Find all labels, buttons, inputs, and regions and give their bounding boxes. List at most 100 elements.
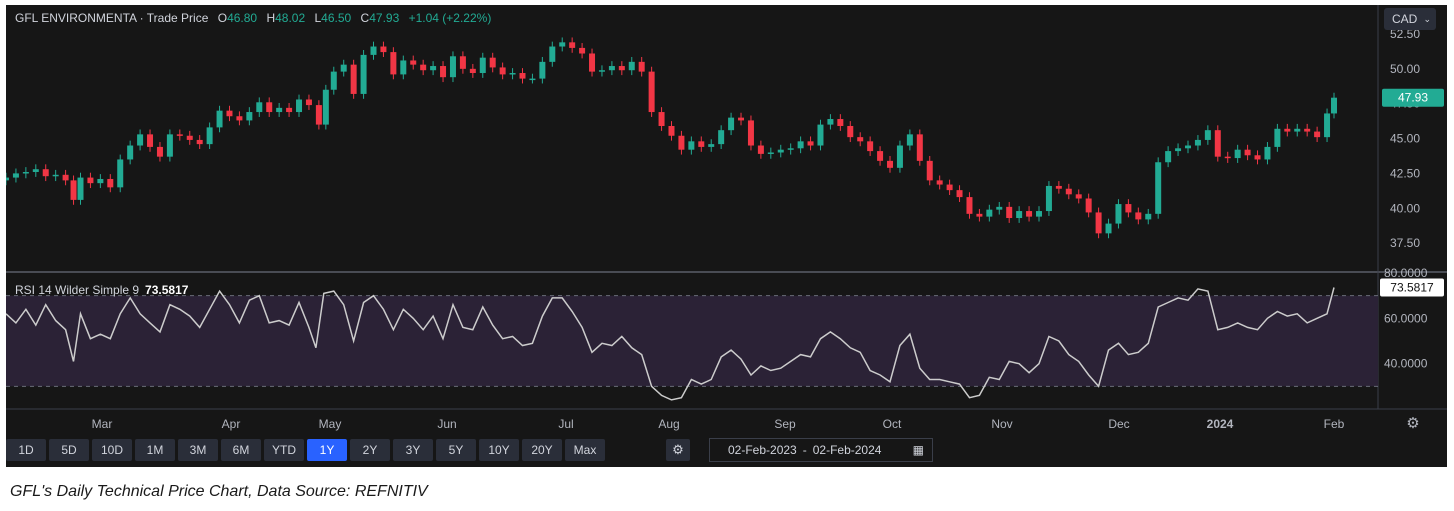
timeframe-button-3y[interactable]: 3Y: [393, 439, 433, 461]
candle-body: [186, 135, 193, 140]
time-tick-label: Nov: [991, 417, 1012, 431]
candle-body: [1175, 148, 1182, 152]
candle-body: [6, 177, 9, 181]
candle-body: [906, 134, 913, 146]
time-tick-label: Jul: [558, 417, 573, 431]
candle-body: [1165, 151, 1172, 163]
timeframe-button-6m[interactable]: 6M: [221, 439, 261, 461]
candle-body: [1145, 213, 1152, 220]
candle-body: [147, 134, 154, 147]
candle-body: [688, 141, 695, 150]
timeframe-bar: 1D 5D 10D 1M 3M 6M YTD 1Y 2Y 3Y 5Y 10Y 20Y Max: [6, 439, 605, 463]
price-tick-label: 37.50: [1390, 236, 1420, 250]
timeframe-button-max[interactable]: Max: [565, 439, 605, 461]
currency-label: CAD: [1392, 12, 1418, 26]
candle-body: [549, 46, 556, 62]
candle-body: [926, 160, 933, 181]
last-price-label: 47.93: [1398, 91, 1428, 105]
timeframe-button-10y[interactable]: 10Y: [479, 439, 519, 461]
time-tick-label: Apr: [222, 417, 241, 431]
candle-body: [887, 160, 894, 168]
candle-body: [400, 60, 407, 75]
candle-body: [847, 125, 854, 138]
candle-body: [787, 148, 794, 150]
candle-body: [1065, 188, 1072, 195]
candle-body: [658, 112, 665, 126]
timeframe-button-1y[interactable]: 1Y: [307, 439, 347, 461]
candle-body: [738, 117, 745, 121]
candle-body: [236, 116, 243, 121]
candle-body: [196, 139, 203, 145]
candle-body: [539, 61, 546, 79]
timeframe-button-20y[interactable]: 20Y: [522, 439, 562, 461]
time-tick-label: 2024: [1207, 417, 1234, 431]
candle-body: [1135, 212, 1142, 220]
chart-svg: 52.5050.0047.5045.0042.5040.0037.5080.00…: [6, 5, 1447, 431]
candle-body: [509, 73, 516, 75]
candle-body: [827, 119, 834, 125]
candle-body: [936, 180, 943, 185]
gear-icon[interactable]: ⚙: [666, 439, 690, 461]
date-range-picker[interactable]: 02-Feb-2023-02-Feb-2024 ▦: [709, 438, 933, 462]
low-label: L: [314, 11, 322, 25]
timeframe-button-2y[interactable]: 2Y: [350, 439, 390, 461]
candle-body: [1055, 185, 1062, 189]
candle-body: [340, 64, 347, 72]
open-value: 46.80: [227, 11, 258, 25]
candle-body: [315, 105, 322, 125]
timeframe-button-5d[interactable]: 5D: [49, 439, 89, 461]
candle-body: [420, 64, 427, 71]
candle-body: [266, 102, 273, 113]
low-value: 46.50: [321, 11, 352, 25]
timeframe-button-1m[interactable]: 1M: [135, 439, 175, 461]
candle-body: [598, 70, 605, 72]
candle-body: [1314, 131, 1321, 138]
candle-body: [807, 141, 814, 146]
candle-body: [1045, 185, 1052, 212]
candle-body: [1274, 128, 1281, 147]
candle-body: [1184, 145, 1191, 149]
instrument-title: GFL ENVIRONMENTA · Trade Price: [15, 11, 209, 25]
candle-body: [410, 60, 417, 65]
candle-body: [1284, 128, 1291, 132]
candle-body: [286, 107, 293, 113]
candle-body: [916, 134, 923, 161]
rsi-line: [6, 287, 1335, 401]
candle-body: [1234, 149, 1241, 159]
candle-body: [430, 66, 437, 71]
date-from: 02-Feb-2023: [728, 443, 797, 457]
candle-body: [166, 134, 173, 157]
candle-body: [996, 206, 1003, 210]
candle-body: [449, 56, 456, 78]
currency-selector[interactable]: CAD ⌄: [1384, 8, 1436, 30]
timeframe-button-5y[interactable]: 5Y: [436, 439, 476, 461]
candle-body: [519, 73, 526, 79]
candle-body: [370, 46, 377, 55]
last-price-box: [1382, 88, 1444, 107]
candle-body: [698, 141, 705, 147]
candle-body: [1016, 211, 1023, 219]
time-tick-label: Feb: [1324, 417, 1345, 431]
price-tick-label: 45.00: [1390, 132, 1420, 146]
time-tick-label: Jun: [437, 417, 456, 431]
candle-body: [1085, 198, 1092, 213]
chart-caption: GFL's Daily Technical Price Chart, Data …: [10, 483, 428, 500]
timeframe-button-3m[interactable]: 3M: [178, 439, 218, 461]
candle-body: [1324, 113, 1331, 138]
timeframe-button-10d[interactable]: 10D: [92, 439, 132, 461]
candle-body: [1125, 204, 1132, 213]
timeframe-button-1d[interactable]: 1D: [6, 439, 46, 461]
candle-body: [668, 125, 675, 136]
candle-body: [529, 78, 536, 81]
candle-body: [176, 134, 183, 136]
candle-body: [256, 102, 263, 113]
chart-settings-icon[interactable]: ⚙: [1406, 415, 1420, 432]
candle-body: [156, 146, 163, 157]
candle-body: [1331, 97, 1337, 114]
candle-body: [87, 177, 94, 184]
calendar-icon: ▦: [912, 443, 924, 457]
candle-body: [579, 47, 586, 54]
candle-body: [817, 124, 824, 146]
rsi-last-box: [1380, 278, 1444, 297]
timeframe-button-ytd[interactable]: YTD: [264, 439, 304, 461]
